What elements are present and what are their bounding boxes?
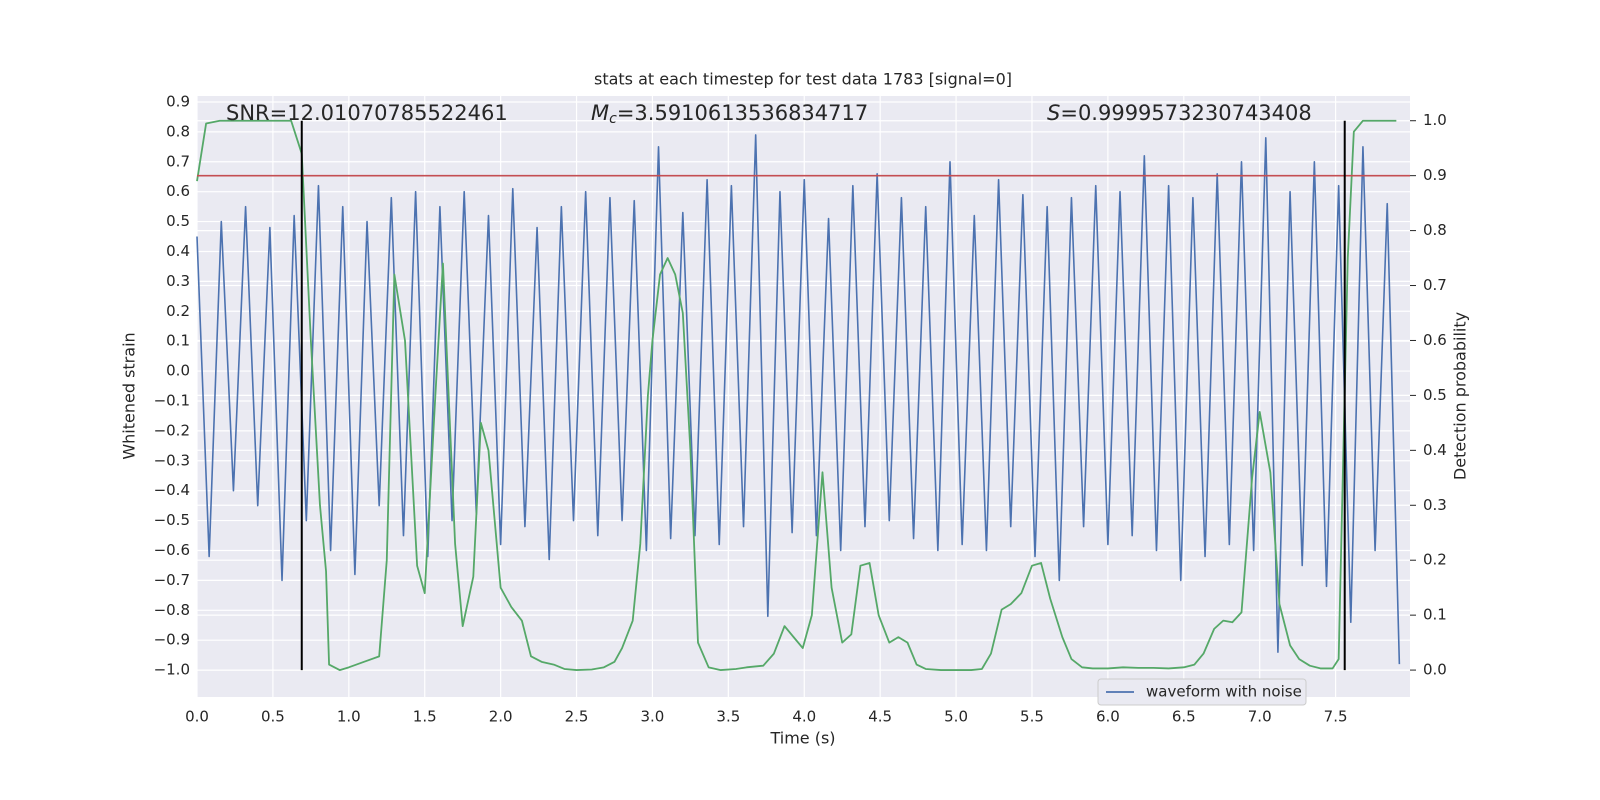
legend-label: waveform with noise [1146,683,1302,701]
y-tick-label: −0.2 [154,421,190,439]
y-tick-label: −0.5 [154,511,190,529]
annotation-text: =3.5910613536834717 [617,101,868,125]
y-tick-label: 0.8 [166,122,190,140]
y-tick-label: −0.1 [154,391,190,409]
y-tick-label: −0.8 [154,601,190,619]
x-tick-label: 4.5 [868,708,892,726]
y-tick-label: 0.7 [166,152,190,170]
series-line [196,119,1397,671]
x-tick-label: 2.0 [489,708,513,726]
annotation-symbol: S [1047,101,1060,125]
y2-tick-label: 0.9 [1423,166,1447,184]
x-tick-label: 1.0 [337,708,361,726]
x-tick-label: 1.5 [413,708,437,726]
x-tick-label: 0.5 [261,708,285,726]
y2-tick-label: 0.6 [1423,331,1447,349]
y2-tick-label: 0.3 [1423,496,1447,514]
legend-box [1097,678,1307,706]
x-tick-label: 2.5 [565,708,589,726]
y2-tick-label: 0.0 [1423,661,1447,679]
y-tick-label: 0.3 [166,272,190,290]
x-tick-label: 6.0 [1096,708,1120,726]
chart-title: stats at each timestep for test data 178… [594,70,1012,89]
y2-axis-label: Detection probability [1451,312,1470,480]
y2-tick-label: 0.5 [1423,386,1447,404]
x-tick-label: 3.0 [641,708,665,726]
y-axis-label: Whitened strain [120,332,139,459]
y-tick-label: 0.6 [166,182,190,200]
y2-tick-label: 1.0 [1423,111,1447,129]
y-tick-label: −0.6 [154,541,190,559]
x-tick-label: 5.0 [944,708,968,726]
x-tick-label: 7.5 [1324,708,1348,726]
series-line [196,134,1401,665]
y-tick-label: 0.9 [166,92,190,110]
x-axis-label: Time (s) [769,729,835,748]
annotation-symbol: M [591,101,609,125]
x-tick-label: 4.0 [792,708,816,726]
annotation: Mc=3.5910613536834717 [591,101,868,127]
y-tick-label: 0.0 [166,362,190,380]
legend: waveform with noise [1097,678,1307,706]
annotation: S=0.9999573230743408 [1047,101,1312,125]
y-tick-label: 0.4 [166,242,190,260]
annotation-subscript: c [609,111,617,127]
y-tick-label: 0.5 [166,212,190,230]
x-tick-label: 5.5 [1020,708,1044,726]
y-tick-label: −0.3 [154,451,190,469]
marks [196,119,1410,671]
y2-tick-label: 0.8 [1423,221,1447,239]
x-tick-label: 7.0 [1248,708,1272,726]
y2-tick-label: 0.2 [1423,551,1447,569]
x-tick-label: 6.5 [1172,708,1196,726]
y-tick-label: −1.0 [154,661,190,679]
x-tick-label: 0.0 [185,708,209,726]
x-tick-label: 3.5 [716,708,740,726]
annotation-text: =0.9999573230743408 [1060,101,1311,125]
y-tick-label: −0.9 [154,631,190,649]
y-tick-label: −0.7 [154,571,190,589]
y2-tick-label: 0.7 [1423,276,1447,294]
y-tick-label: −0.4 [154,481,190,499]
y2-tick-label: 0.4 [1423,441,1447,459]
y-tick-label: 0.1 [166,332,190,350]
y-tick-label: 0.2 [166,302,190,320]
annotation: SNR=12.01070785522461 [226,101,508,125]
y2-tick-label: 0.1 [1423,606,1447,624]
